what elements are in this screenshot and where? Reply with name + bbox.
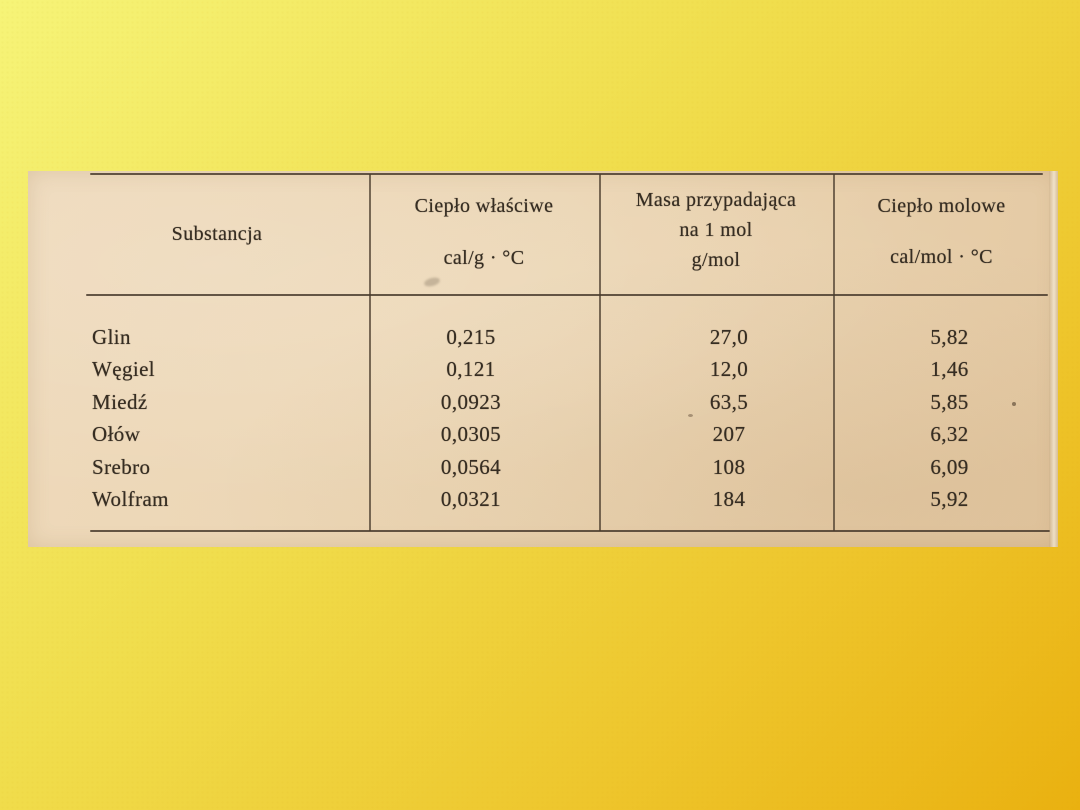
column-header-molar-mass: Masa przypadająca na 1 mol g/mol [599, 175, 833, 304]
cell-specific-heat: 0,215 [446, 324, 496, 349]
cell-substance: Ołów [92, 422, 141, 447]
cell-molar-heat: 5,82 [930, 324, 969, 349]
cell-molar-mass: 108 [712, 454, 746, 479]
header-unit: g/mol [691, 249, 741, 271]
header-line: Masa przypadająca [635, 189, 797, 211]
cell-specific-heat: 0,0923 [440, 389, 502, 414]
cell-molar-mass: 207 [712, 422, 746, 447]
table-row: Wolfram 0,0321 184 5,92 [90, 484, 1050, 517]
table-header-separator [86, 294, 1048, 296]
cell-molar-heat: 6,09 [930, 454, 969, 479]
cell-molar-heat: 1,46 [930, 357, 969, 382]
header-line: na 1 mol [679, 219, 753, 241]
scanned-table-image: Substancja Ciepło właściwe cal/g · °C Ma… [28, 171, 1058, 547]
cell-molar-heat: 6,32 [930, 422, 969, 447]
header-line: Ciepło właściwe [414, 195, 554, 217]
page-edge-highlight [1049, 171, 1058, 547]
cell-molar-mass: 63,5 [709, 389, 749, 414]
paper-speck [1012, 402, 1016, 406]
table-column-divider-1 [369, 174, 371, 531]
column-header-molar-heat: Ciepło molowe cal/mol · °C [833, 175, 1050, 314]
cell-molar-mass: 27,0 [709, 324, 749, 349]
table-column-divider-3 [833, 174, 835, 531]
column-header-specific-heat: Ciepło właściwe cal/g · °C [369, 175, 599, 314]
cell-molar-mass: 12,0 [709, 357, 749, 382]
cell-specific-heat: 0,121 [446, 357, 496, 382]
cell-specific-heat: 0,0305 [440, 422, 502, 447]
table-row: Miedź 0,0923 63,5 5,85 [90, 386, 1050, 419]
cell-molar-heat: 5,85 [930, 389, 969, 414]
header-line: Ciepło molowe [877, 195, 1006, 217]
cell-molar-mass: 184 [712, 487, 746, 512]
cell-substance: Wolfram [92, 487, 169, 512]
table-row: Węgiel 0,121 12,0 1,46 [90, 354, 1050, 387]
cell-substance: Miedź [92, 389, 148, 414]
header-line: Substancja [171, 223, 263, 245]
table-body: Glin 0,215 27,0 5,82 Węgiel 0,121 12,0 1… [90, 295, 1050, 532]
table-bottom-border [90, 530, 1050, 532]
cell-substance: Glin [92, 324, 131, 349]
column-header-substance: Substancja [90, 175, 369, 294]
table-top-border [90, 173, 1043, 175]
table-row: Srebro 0,0564 108 6,09 [90, 451, 1050, 484]
cell-specific-heat: 0,0321 [440, 487, 502, 512]
table-row: Glin 0,215 27,0 5,82 [90, 321, 1050, 354]
cell-substance: Węgiel [92, 357, 156, 382]
cell-specific-heat: 0,0564 [440, 454, 502, 479]
table-column-divider-2 [599, 174, 601, 531]
table-row: Ołów 0,0305 207 6,32 [90, 419, 1050, 452]
cell-molar-heat: 5,92 [930, 487, 969, 512]
cell-substance: Srebro [92, 454, 151, 479]
paper-speck [688, 414, 693, 417]
header-unit: cal/g · °C [443, 247, 525, 269]
header-unit: cal/mol · °C [890, 246, 993, 268]
